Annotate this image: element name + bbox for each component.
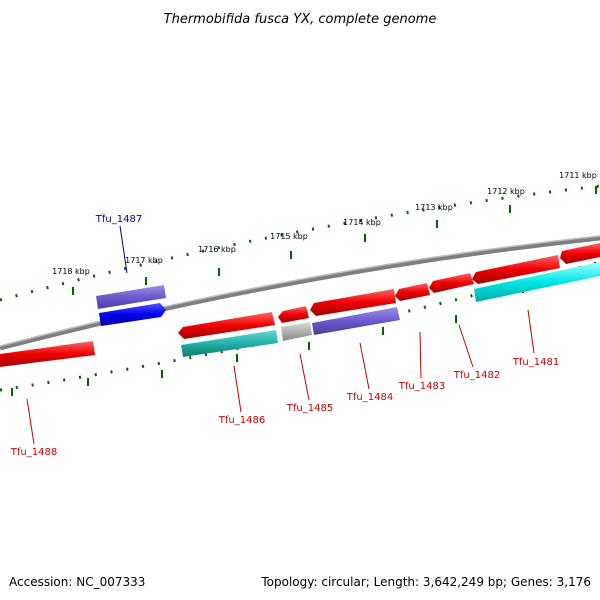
kbp-label-1714: 1714 kbp: [343, 218, 381, 227]
gene-block-tfu-1483[interactable]: [429, 273, 474, 293]
gene-block-tfu-1484-fwd[interactable]: [395, 283, 430, 301]
kbp-label-1716: 1716 kbp: [198, 245, 236, 254]
gene-label-tfu-1487[interactable]: Tfu_1487: [95, 214, 142, 225]
kbp-label-1713: 1713 kbp: [415, 203, 453, 212]
gene-label-tfu-1482[interactable]: Tfu_1482: [453, 370, 500, 381]
gene-label-tfu-1486[interactable]: Tfu_1486: [218, 415, 265, 426]
map-title: Thermobifida fusca YX, complete genome: [164, 12, 437, 27]
gene-label-tfu-1485[interactable]: Tfu_1485: [286, 403, 333, 414]
gene-block-tfu-1485-fwd[interactable]: [310, 289, 396, 316]
topology-text: Topology: circular; Length: 3,642,249 bp…: [260, 575, 591, 589]
gene-block-tfu-1484[interactable]: [312, 307, 400, 335]
gene-label-tfu-1481[interactable]: Tfu_1481: [512, 357, 559, 368]
gene-block-tfu-1488[interactable]: [0, 341, 95, 367]
gene-block-tfu-1485[interactable]: [281, 322, 312, 341]
gene-block-tfu-1486[interactable]: [178, 312, 275, 339]
kbp-label-1717: 1717 kbp: [125, 256, 163, 265]
gene-block-tfu-1486-cyan[interactable]: [181, 330, 278, 357]
gene-block-tfu-1481[interactable]: [560, 243, 600, 264]
kbp-label-1712: 1712 kbp: [487, 187, 525, 196]
gene-label-tfu-1483[interactable]: Tfu_1483: [398, 381, 445, 392]
gene-label-tfu-1484[interactable]: Tfu_1484: [346, 392, 393, 403]
gene-block-tfu-1487[interactable]: [99, 303, 166, 326]
kbp-label-1715: 1715 kbp: [270, 232, 308, 241]
outer-major-ticks: [72, 186, 597, 295]
kbp-label-1718: 1718 kbp: [52, 267, 90, 276]
genome-backbone: [0, 235, 600, 351]
kbp-label-1711: 1711 kbp: [559, 171, 597, 180]
accession-text: Accession: NC_007333: [9, 575, 145, 589]
gene-label-tfu-1488[interactable]: Tfu_1488: [10, 447, 57, 458]
gene-block-tfu-1482[interactable]: [472, 255, 560, 284]
label-leaders: [26, 225, 535, 445]
gene-block-tfu-1486-fwd[interactable]: [278, 306, 309, 323]
gene-block-tfu-1481-cyan[interactable]: [474, 262, 600, 302]
gene-block-tfu-1487-purple[interactable]: [96, 285, 166, 309]
